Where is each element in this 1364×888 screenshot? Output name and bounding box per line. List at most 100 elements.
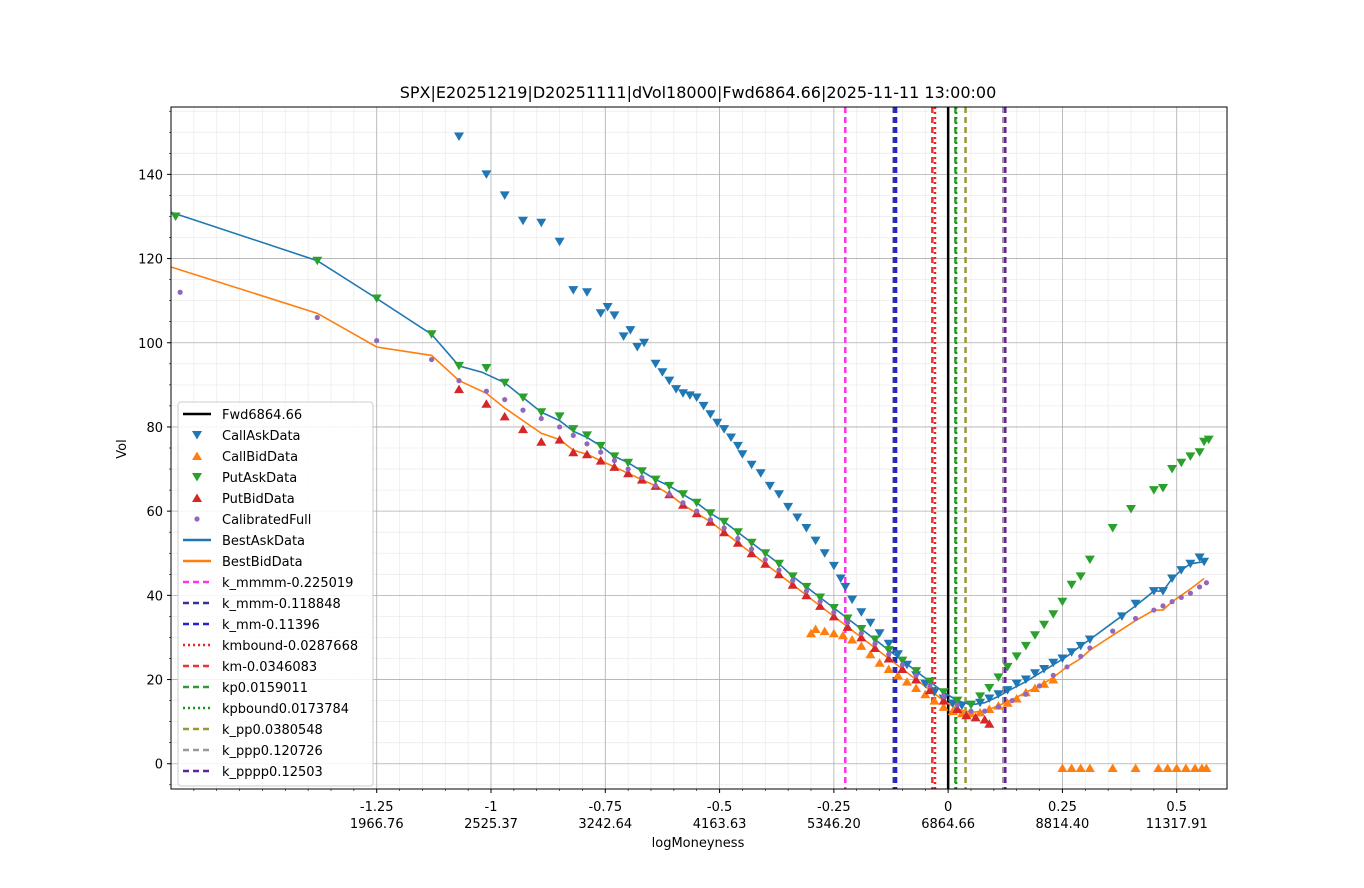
marker-CalibratedFull <box>456 378 462 384</box>
marker-CalibratedFull <box>858 630 864 636</box>
marker-CallAskData <box>481 170 492 179</box>
marker-CalibratedFull <box>817 599 823 605</box>
marker-CalibratedFull <box>1160 603 1166 609</box>
marker-PutAskData <box>1039 620 1050 630</box>
marker-PutBidData <box>815 601 826 610</box>
x-tick-strike-label: 5346.20 <box>807 817 861 832</box>
marker-CallBidData <box>975 707 986 717</box>
marker-CalibratedFull <box>1196 584 1203 590</box>
marker-PutBidData <box>828 611 839 621</box>
marker-PutBidData <box>732 538 743 547</box>
marker-CallAskData <box>726 433 736 442</box>
marker-CallAskData <box>536 218 547 228</box>
legend-swatch <box>192 493 202 502</box>
marker-PutBidData <box>760 559 771 568</box>
marker-CallBidData <box>1066 763 1077 772</box>
marker-CalibratedFull <box>314 314 320 321</box>
marker-PutBidData <box>746 548 757 558</box>
y-tick-label: 120 <box>138 253 163 268</box>
marker-CalibratedFull <box>1151 607 1157 613</box>
marker-CalibratedFull <box>1132 615 1139 622</box>
marker-CallBidData <box>1002 698 1013 707</box>
marker-PutBidData <box>970 712 981 722</box>
marker-PutBidData <box>536 437 547 446</box>
marker-CallBidData <box>1107 763 1118 772</box>
marker-CallAskData <box>632 343 643 352</box>
marker-CallAskData <box>892 650 903 659</box>
marker-CalibratedFull <box>1178 594 1184 601</box>
marker-CalibratedFull <box>776 567 782 573</box>
marker-CalibratedFull <box>520 407 526 413</box>
marker-CallAskData <box>828 561 839 571</box>
x-tick-strike-label: 6864.66 <box>921 817 975 832</box>
marker-CallAskData <box>639 338 650 348</box>
marker-PutAskData <box>691 498 702 508</box>
marker-PutBidData <box>856 632 867 642</box>
marker-CallAskData <box>1048 658 1059 668</box>
marker-CallAskData <box>1075 641 1086 651</box>
marker-CallAskData <box>712 418 723 428</box>
marker-CalibratedFull <box>982 708 988 714</box>
marker-PutBidData <box>582 449 592 459</box>
y-tick-label: 80 <box>146 421 163 436</box>
marker-CallAskData <box>1199 557 1210 567</box>
marker-PutAskData <box>582 431 592 440</box>
marker-PutAskData <box>554 412 565 421</box>
marker-CallBidData <box>874 658 885 667</box>
marker-CallBidData <box>929 696 940 705</box>
marker-CallAskData <box>774 490 784 499</box>
marker-CallAskData <box>856 608 867 617</box>
y-tick-label: 60 <box>146 505 163 520</box>
marker-PutAskData <box>1084 555 1095 565</box>
marker-PutAskData <box>1066 580 1077 590</box>
marker-CalibratedFull <box>625 466 631 472</box>
marker-PutBidData <box>609 462 620 471</box>
marker-CalibratedFull <box>652 483 659 489</box>
legend-label: PutAskData <box>222 471 297 486</box>
marker-PutBidData <box>774 569 784 579</box>
marker-PutAskData <box>609 452 620 461</box>
marker-CallAskData <box>1002 686 1013 695</box>
marker-CallAskData <box>975 698 986 708</box>
marker-CallAskData <box>902 660 912 670</box>
marker-PutAskData <box>499 378 510 388</box>
marker-PutAskData <box>1107 524 1118 533</box>
marker-PutBidData <box>883 654 894 663</box>
chart-title: SPX|E20251219|D20251111|dVol18000|Fwd686… <box>400 83 997 102</box>
marker-CalibratedFull <box>954 702 960 708</box>
legend: Fwd6864.66 CallAskData CallBidData PutAskDa… <box>177 401 374 787</box>
marker-CalibratedFull <box>762 556 768 563</box>
marker-CalibratedFull <box>721 525 727 531</box>
marker-PutAskData <box>1048 610 1059 619</box>
legend-swatch <box>194 516 200 522</box>
marker-CallBidData <box>810 624 821 633</box>
marker-PutBidData <box>938 696 949 705</box>
marker-CallAskData <box>792 513 803 522</box>
marker-PutAskData <box>705 509 716 518</box>
marker-PutAskData <box>732 528 743 537</box>
legend-label: k_mmm-0.118848 <box>222 597 341 612</box>
marker-CallAskData <box>691 393 702 402</box>
marker-CallAskData <box>1185 559 1196 569</box>
legend-label: Fwd6864.66 <box>222 408 302 423</box>
marker-CalibratedFull <box>556 424 563 430</box>
marker-PutAskData <box>924 677 935 687</box>
marker-CallAskData <box>737 450 748 459</box>
marker-CallAskData <box>732 441 743 451</box>
y-tick-label: 20 <box>146 674 163 689</box>
marker-PutAskData <box>801 582 812 592</box>
marker-CalibratedFull <box>428 356 435 363</box>
marker-CalibratedFull <box>1009 697 1015 704</box>
marker-PutAskData <box>897 656 908 666</box>
marker-CalibratedFull <box>995 704 1002 710</box>
marker-PutBidData <box>961 710 972 720</box>
legend-label: CallBidData <box>222 450 298 465</box>
marker-CallAskData <box>1148 587 1159 596</box>
marker-CallAskData <box>835 574 846 583</box>
marker-CalibratedFull <box>1036 683 1043 689</box>
legend-label: BestAskData <box>222 534 305 549</box>
marker-PutBidData <box>454 384 464 394</box>
legend-label: kp0.0159011 <box>222 681 308 696</box>
marker-CallBidData <box>838 630 848 640</box>
marker-PutAskData <box>312 256 323 266</box>
